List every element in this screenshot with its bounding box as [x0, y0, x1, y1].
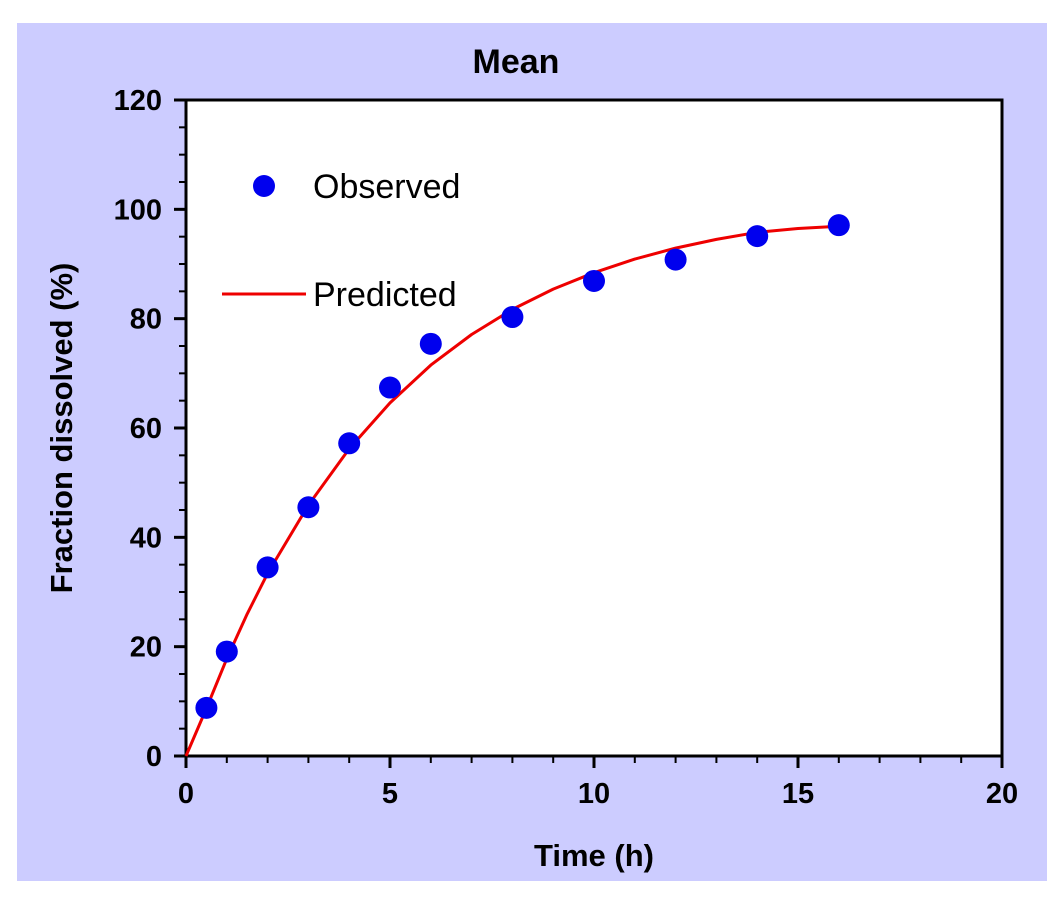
y-tick-label: 0 — [146, 741, 162, 773]
observed-point — [215, 640, 238, 663]
predicted-line — [184, 224, 839, 757]
observed-point — [256, 556, 279, 579]
observed-point — [338, 432, 361, 455]
observed-point — [827, 214, 850, 237]
y-tick-label: 40 — [130, 522, 162, 554]
x-tick-label: 10 — [578, 778, 610, 810]
x-tick-label: 5 — [382, 778, 398, 810]
x-tick-label: 20 — [986, 778, 1018, 810]
x-tick-label: 0 — [178, 778, 194, 810]
x-axis-label: Time (h) — [534, 838, 654, 873]
observed-point — [664, 248, 687, 271]
legend: Observed Predicted — [222, 168, 460, 314]
plot-area — [184, 98, 1004, 758]
observed-point — [195, 696, 218, 719]
observed-point — [419, 332, 442, 355]
y-axis-label: Fraction dissolved (%) — [44, 263, 79, 594]
observed-point — [379, 376, 401, 399]
y-tick-label: 80 — [130, 304, 162, 336]
y-tick-label: 100 — [114, 194, 162, 226]
x-tick-label: 15 — [782, 778, 814, 810]
predicted-series — [184, 224, 839, 757]
y-tick-label: 20 — [130, 632, 162, 664]
observed-series — [195, 214, 850, 719]
axis-ticks: 0 5 10 15 20 0 20 40 60 80 100 120 — [114, 85, 1019, 810]
chart-title: Mean — [473, 43, 560, 81]
observed-point — [746, 225, 769, 248]
observed-point — [501, 306, 524, 329]
legend-observed-label: Observed — [313, 168, 460, 206]
y-tick-label: 120 — [114, 85, 162, 117]
y-tick-label: 60 — [130, 413, 162, 445]
observed-point — [583, 269, 605, 292]
legend-observed-marker — [253, 175, 275, 197]
legend-predicted-label: Predicted — [313, 276, 457, 314]
observed-point — [297, 496, 320, 519]
